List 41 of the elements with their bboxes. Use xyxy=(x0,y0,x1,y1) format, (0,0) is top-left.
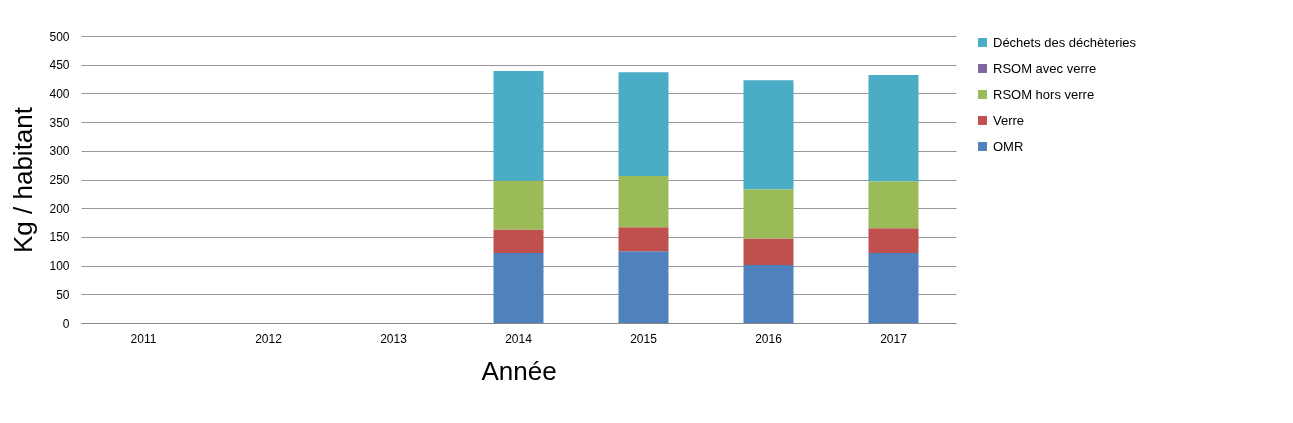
y-tick-label: 350 xyxy=(49,115,70,130)
bar xyxy=(618,251,669,323)
y-tick-label: 0 xyxy=(62,316,70,331)
bar xyxy=(743,265,794,323)
bar xyxy=(493,180,544,230)
bar xyxy=(868,252,919,323)
y-tick-label: 300 xyxy=(49,144,70,159)
bar xyxy=(618,72,669,177)
legend-label: Déchets des déchèteries xyxy=(993,34,1137,50)
legend-label: Verre xyxy=(993,112,1025,128)
y-tick-label: 500 xyxy=(49,29,70,44)
bar xyxy=(868,75,919,182)
y-tick-label: 450 xyxy=(49,58,70,73)
x-tick-label: 2012 xyxy=(255,331,283,346)
y-tick-label: 150 xyxy=(49,230,70,245)
bar xyxy=(868,181,919,229)
x-tick-label: 2015 xyxy=(630,331,658,346)
x-tick-label: 2013 xyxy=(380,331,408,346)
y-tick-label: 250 xyxy=(49,173,70,187)
y-tick-label: 50 xyxy=(56,287,70,302)
y-tick-label: 400 xyxy=(49,86,70,101)
bar xyxy=(493,71,544,181)
bar xyxy=(618,176,669,228)
y-tick-label: 100 xyxy=(49,259,70,274)
bar xyxy=(743,80,794,190)
x-tick-label: 2011 xyxy=(130,331,157,346)
bar xyxy=(743,189,794,239)
x-tick-label: 2017 xyxy=(880,331,908,346)
legend-label: OMR xyxy=(993,138,1024,154)
bar xyxy=(743,238,794,266)
bar xyxy=(493,252,544,323)
bar xyxy=(618,227,669,252)
y-tick-label: 200 xyxy=(49,201,70,216)
x-tick-label: 2014 xyxy=(505,331,533,346)
x-tick-label: 2016 xyxy=(755,331,783,346)
y-axis-title: Kg / habitant xyxy=(8,106,39,253)
legend-label: RSOM hors verre xyxy=(993,86,1095,102)
bar xyxy=(493,229,544,253)
bar xyxy=(868,228,919,253)
legend-label: RSOM avec verre xyxy=(993,60,1097,76)
x-axis-title: Année xyxy=(481,355,557,386)
